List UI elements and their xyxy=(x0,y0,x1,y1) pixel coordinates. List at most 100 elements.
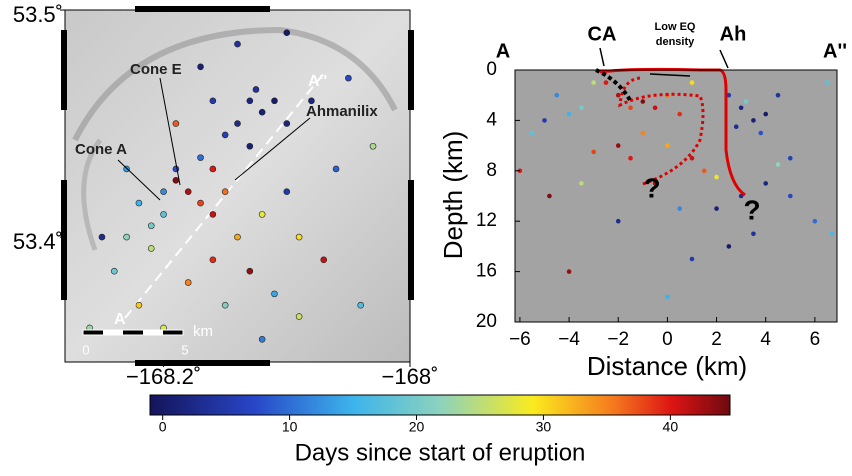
epicenter xyxy=(209,165,217,173)
y-tick-label: 12 xyxy=(476,210,497,231)
epicenter xyxy=(357,301,365,309)
hypocenter xyxy=(763,111,769,117)
hypocenter xyxy=(775,92,781,98)
scale-label: 5 xyxy=(181,342,188,357)
map-background xyxy=(65,10,410,362)
x-tick-label: −168˚ xyxy=(382,364,439,389)
x-tick-label: −6 xyxy=(509,329,531,350)
y-axis-label: Depth (km) xyxy=(438,131,468,260)
epicenter xyxy=(369,142,377,150)
hypocenter xyxy=(689,80,695,85)
x-tick-label: 0 xyxy=(662,329,673,350)
vent-outline xyxy=(595,68,632,102)
hypocenter xyxy=(665,294,670,300)
hypocenter xyxy=(591,80,596,85)
map-label: Cone A xyxy=(75,141,127,158)
epicenter xyxy=(283,120,291,127)
hypocenter xyxy=(758,130,764,136)
hypocenter xyxy=(628,105,633,111)
map-frame-bars xyxy=(61,6,414,366)
hypocenter xyxy=(529,130,535,136)
map-label: A'' xyxy=(308,73,327,90)
epicenter xyxy=(172,120,180,127)
hypocenter xyxy=(751,118,756,123)
epicenter xyxy=(197,154,204,161)
map-points xyxy=(86,29,377,343)
epicenter xyxy=(246,97,254,105)
colorbar-tick-label: 10 xyxy=(282,419,298,435)
epicenter xyxy=(252,86,260,93)
hypocenter xyxy=(652,181,658,186)
epicenter xyxy=(258,211,266,218)
epicenter xyxy=(221,301,229,309)
epicenter xyxy=(258,335,266,343)
map-label: A xyxy=(114,311,126,328)
epicenter xyxy=(209,97,217,105)
hypocenter xyxy=(566,111,572,117)
question-mark: ? xyxy=(743,194,760,225)
hypocenter xyxy=(824,80,830,85)
epicenter xyxy=(234,40,241,48)
hypocenter xyxy=(603,80,609,85)
epicenter xyxy=(308,97,315,105)
hypocenter xyxy=(787,193,793,199)
hypocenter xyxy=(615,218,621,224)
y-tick-label: 8 xyxy=(486,160,497,181)
leader xyxy=(117,159,161,201)
map-label: Cone E xyxy=(130,61,182,78)
epicenter xyxy=(98,233,106,241)
hypocenter xyxy=(726,244,732,249)
hypocenter xyxy=(547,193,552,199)
y-tick-label: 53.5˚ xyxy=(13,2,63,27)
epicenter xyxy=(271,97,278,105)
section-label: A'' xyxy=(823,40,847,62)
caldera-rim xyxy=(72,26,398,142)
hypocenter xyxy=(677,111,682,117)
x-tick-label: 2 xyxy=(711,329,722,350)
hypocenter xyxy=(701,168,707,174)
arrows xyxy=(599,47,729,77)
epicenter xyxy=(172,165,180,173)
scale-bar xyxy=(82,329,184,336)
question-mark: ? xyxy=(643,172,660,203)
leader xyxy=(234,117,311,181)
y-tick-label: 53.4˚ xyxy=(13,229,63,254)
x-tick-label: −4 xyxy=(558,329,580,350)
colorbar-tick-label: 30 xyxy=(536,419,552,435)
hypocenter xyxy=(566,269,572,274)
colorbar xyxy=(149,394,731,416)
epicenter xyxy=(295,313,303,320)
epicenter xyxy=(110,267,118,275)
hypocenter xyxy=(726,92,732,98)
hypocenter xyxy=(677,206,682,211)
profile-line xyxy=(124,71,326,319)
hypocenter xyxy=(579,181,584,186)
epicenter xyxy=(197,199,204,207)
epicenter xyxy=(246,142,254,150)
section-label: A xyxy=(496,40,510,62)
epicenter xyxy=(246,267,254,275)
epicenter xyxy=(258,108,266,116)
section-label: Ah xyxy=(720,23,747,45)
epicenter xyxy=(147,245,155,252)
epicenter xyxy=(345,74,352,82)
hypocenter xyxy=(775,162,781,167)
x-axis-label: Distance (km) xyxy=(587,351,747,381)
y-tick-label: 4 xyxy=(486,109,497,130)
epicenter xyxy=(160,211,167,218)
scale-label: km xyxy=(193,323,213,340)
colorbar-label: Days since start of eruption xyxy=(295,439,586,466)
hypocenter xyxy=(751,231,756,237)
hypocenter xyxy=(579,105,584,111)
section-points xyxy=(517,80,835,300)
section-label: Low EQ xyxy=(655,21,696,33)
hypocenter xyxy=(787,155,793,161)
leader xyxy=(159,77,181,186)
epicenter xyxy=(209,211,217,218)
hypocenter xyxy=(689,155,695,161)
epicenter xyxy=(160,188,167,195)
epicenter xyxy=(234,120,241,127)
x-tick-label: 6 xyxy=(810,329,821,350)
hypocenter xyxy=(640,130,646,136)
